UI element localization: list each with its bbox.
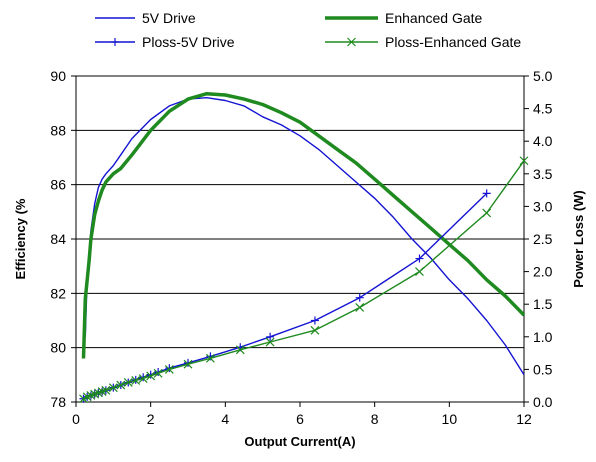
data-point-3-19 [310, 325, 320, 335]
y2-tick-label: 2.0 [533, 264, 553, 280]
y2-tick-label: 3.5 [533, 166, 553, 182]
y-tick-label: 80 [50, 340, 66, 356]
data-point-3-11 [138, 374, 148, 383]
y2-tick-label: 4.0 [533, 133, 553, 149]
y-tick-label: 82 [50, 285, 66, 301]
data-point-2-19 [310, 316, 319, 325]
series-group [79, 91, 529, 404]
legend-label-3: Ploss-Enhanced Gate [385, 34, 521, 50]
y-tick-label: 90 [50, 68, 66, 84]
legend-label-0: 5V Drive [142, 10, 196, 26]
data-point-2-22 [482, 189, 491, 198]
series-line-1 [81, 91, 526, 359]
axes: 0 2 4 6 8 10 12 78 80 82 84 86 88 90 0.0 0.5 1.0 1.5 2.0 2.… [13, 68, 586, 449]
data-point-3-23 [519, 156, 529, 166]
data-point-3-6 [101, 385, 111, 395]
x-tick-label: 8 [371, 411, 379, 427]
data-point-3-10 [131, 376, 141, 385]
series-line-0 [84, 96, 525, 376]
y-tick-label: 84 [50, 231, 66, 247]
x-tick-label: 0 [72, 411, 80, 427]
y-tick-label: 78 [50, 394, 66, 410]
x-axis-title: Output Current(A) [244, 434, 355, 449]
legend-label-2: Ploss-5V Drive [142, 34, 235, 50]
data-point-3-17 [235, 345, 245, 355]
legend-label-1: Enhanced Gate [385, 10, 483, 26]
y2-tick-label: 1.0 [533, 329, 553, 345]
data-point-3-22 [482, 208, 492, 218]
data-point-3-20 [355, 303, 365, 312]
data-point-3-12 [146, 371, 156, 381]
data-point-3-15 [183, 359, 193, 369]
y-axis-title: Efficiency (% [13, 198, 28, 279]
legend: 5V Drive Enhanced Gate Ploss-5V Drive Ploss… [95, 10, 521, 50]
y2-tick-label: 0.0 [533, 394, 553, 410]
legend-marker-3 [347, 37, 356, 47]
x-tick-label: 2 [147, 411, 155, 427]
data-point-3-7 [108, 383, 118, 393]
y2-axis-title: Power Loss (W) [571, 190, 586, 288]
data-point-3-16 [205, 353, 215, 363]
x-tick-label: 10 [442, 411, 458, 427]
y2-tick-label: 1.5 [533, 296, 553, 312]
y-tick-label: 86 [50, 177, 66, 193]
data-point-2-18 [266, 332, 275, 341]
data-point-3-21 [415, 267, 424, 277]
y2-tick-label: 0.5 [533, 361, 553, 377]
data-point-2-20 [355, 293, 364, 302]
y-tick-label: 88 [50, 122, 66, 138]
x-tick-label: 12 [516, 411, 532, 427]
y2-tick-label: 4.5 [533, 101, 553, 117]
data-point-3-8 [116, 380, 126, 390]
data-point-3-13 [153, 368, 163, 378]
data-point-3-14 [164, 364, 174, 374]
y2-tick-label: 2.5 [533, 231, 553, 247]
data-point-3-9 [123, 378, 133, 387]
y2-tick-label: 3.0 [533, 198, 553, 214]
y2-tick-label: 5.0 [533, 68, 553, 84]
data-point-2-21 [415, 254, 424, 263]
x-tick-label: 4 [221, 411, 229, 427]
data-point-3-18 [265, 337, 275, 347]
legend-marker-2 [111, 38, 119, 46]
x-tick-label: 6 [296, 411, 304, 427]
